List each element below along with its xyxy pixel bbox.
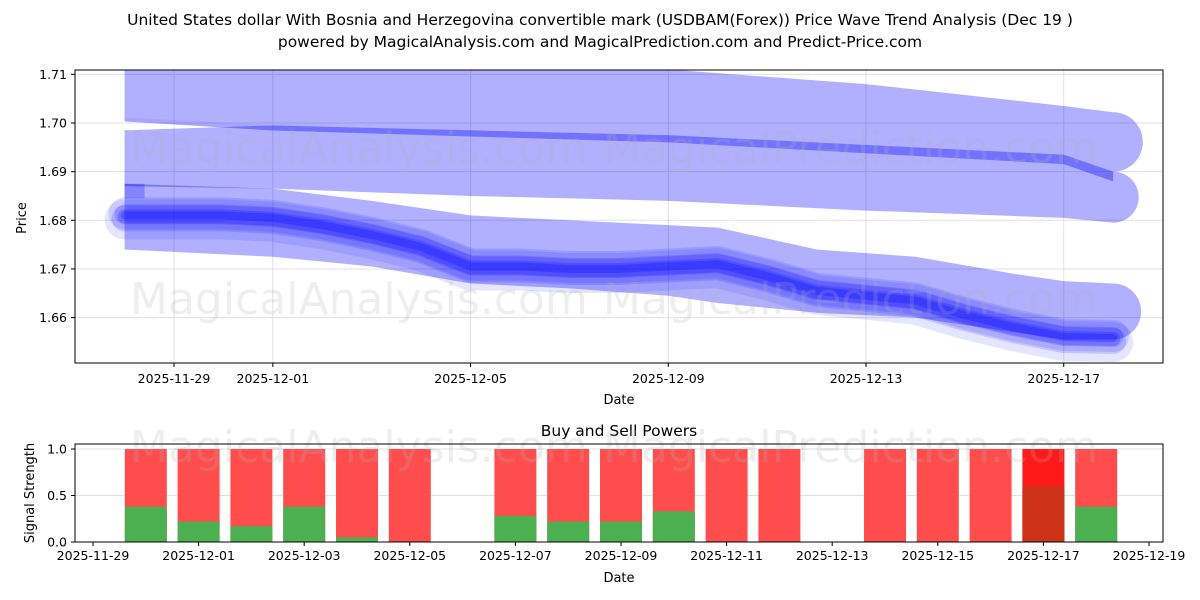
x-tick-label: 2025-12-01 (237, 371, 310, 386)
band-overlap (124, 117, 1114, 182)
trend-line (111, 205, 1127, 355)
chart-subtitle: powered by MagicalAnalysis.com and Magic… (277, 33, 923, 51)
x-tick-label: 2025-12-13 (830, 371, 903, 386)
x-tick-label: 2025-12-09 (632, 371, 705, 386)
buy-bar (1075, 506, 1118, 542)
buy-bar (494, 515, 537, 542)
x-tick-label: 2025-12-05 (373, 548, 446, 563)
y-tick-label: 1.0 (47, 442, 67, 457)
watermark: MagicalPrediction.com (603, 274, 1098, 325)
watermark: MagicalAnalysis.com (130, 123, 588, 174)
price-axes-frame (74, 69, 1164, 364)
buy-sell-panel: Buy and Sell Powers MagicalAnalysis.com M… (23, 422, 1185, 586)
x-tick-label: 2025-11-29 (57, 548, 130, 563)
y-tick-label: 1.71 (39, 67, 67, 82)
trend-line (117, 209, 1121, 347)
signal-bars (124, 449, 1118, 542)
signal-y-label: Signal Strength (23, 443, 38, 543)
x-tick-label: 2025-12-09 (585, 548, 658, 563)
x-tick-label: 2025-12-01 (162, 548, 235, 563)
buy-bar (230, 526, 273, 542)
sell-bar (916, 449, 959, 542)
sell-bar (388, 449, 431, 542)
signal-axes-frame (74, 443, 1164, 543)
y-tick-label: 0.5 (47, 488, 67, 503)
sell-bar (336, 449, 378, 542)
trend-line (120, 211, 1118, 343)
price-y-axis: 1.66 1.67 1.68 1.69 1.70 1.71 (39, 67, 75, 325)
watermark-layer-bottom: MagicalAnalysis.com MagicalPrediction.com (130, 422, 1098, 473)
watermark: MagicalAnalysis.com (130, 422, 588, 473)
x-tick-label: 2025-12-05 (434, 371, 507, 386)
x-tick-label: 2025-11-29 (138, 371, 211, 386)
price-grid (75, 70, 1163, 363)
y-tick-label: 1.66 (39, 310, 67, 325)
y-tick-label: 1.69 (39, 164, 67, 179)
buy-bar (177, 521, 220, 542)
buy-bar (283, 506, 326, 542)
wave-band (124, 70, 1143, 172)
watermark: MagicalAnalysis.com (130, 274, 588, 325)
x-tick-label: 2025-12-17 (1027, 371, 1100, 386)
sell-bar (705, 449, 748, 542)
buy-bar (1022, 486, 1065, 542)
wave-bands (104, 70, 1143, 363)
wave-band (124, 125, 1139, 223)
buy-bar (600, 521, 642, 542)
watermark: MagicalPrediction.com (603, 123, 1098, 174)
x-tick-label: 2025-12-11 (690, 548, 763, 563)
buy-bar (124, 506, 167, 542)
sell-bar (969, 449, 1012, 542)
trend-line (104, 199, 1134, 363)
x-tick-label: 2025-12-13 (796, 548, 869, 563)
price-x-axis: 2025-11-29 2025-12-01 2025-12-05 2025-12-09… (138, 363, 1100, 386)
x-tick-label: 2025-12-17 (1007, 548, 1080, 563)
price-y-label: Price (15, 202, 30, 234)
wave-band (124, 183, 1142, 340)
x-tick-label: 2025-12-07 (479, 548, 552, 563)
buy-bar (547, 521, 590, 542)
price-chart-panel: MagicalAnalysis.com MagicalAnalysis.com Ma… (15, 67, 1164, 408)
sell-bar (864, 449, 906, 542)
watermark: MagicalPrediction.com (603, 422, 1098, 473)
y-tick-label: 1.68 (39, 213, 67, 228)
signal-x-axis: 2025-11-29 2025-12-01 2025-12-03 2025-12-05… (57, 542, 1186, 563)
trend-line (108, 197, 1130, 353)
x-tick-label: 2025-12-15 (901, 548, 974, 563)
chart-title: United States dollar With Bosnia and Her… (127, 11, 1073, 29)
price-x-label: Date (603, 393, 634, 408)
trend-line (114, 204, 1124, 348)
x-tick-label: 2025-12-19 (1113, 548, 1186, 563)
x-tick-label: 2025-12-03 (268, 548, 341, 563)
signal-y-axis: 0.0 0.5 1.0 (47, 442, 75, 550)
signal-x-label: Date (603, 571, 634, 586)
y-tick-label: 1.67 (39, 261, 67, 276)
y-tick-label: 1.70 (39, 116, 67, 131)
buy-bar (652, 511, 695, 542)
watermark-layer: MagicalAnalysis.com MagicalAnalysis.com Ma… (130, 123, 1098, 325)
buy-bar (336, 537, 378, 542)
buy-sell-title: Buy and Sell Powers (541, 422, 698, 440)
sell-bar (758, 449, 801, 542)
y-tick-label: 0.0 (47, 535, 67, 550)
